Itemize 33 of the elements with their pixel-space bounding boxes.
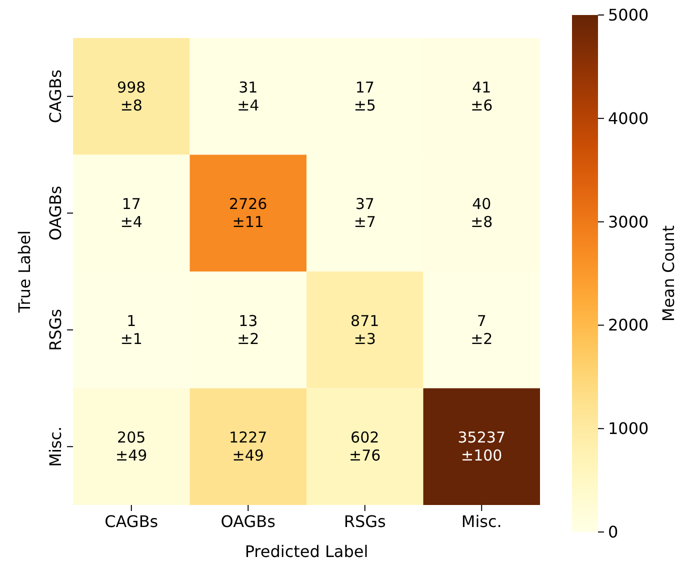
data-label: 7 ±2: [470, 312, 493, 348]
color-bar-label: 1000: [608, 419, 649, 438]
data-label: 871 ±3: [350, 312, 380, 348]
x-tick-label: RSGs: [344, 512, 386, 531]
y-tick-label: CAGBs: [46, 70, 65, 124]
x-tick-label: Misc.: [461, 512, 502, 531]
y-tick-label: OAGBs: [46, 186, 65, 240]
data-label: 1227 ±49: [229, 428, 268, 465]
color-bar-label: 5000: [608, 6, 649, 24]
y-axis-title: True Label: [15, 230, 34, 314]
data-label: 41 ±6: [470, 78, 493, 114]
color-bar-label: 2000: [608, 316, 649, 335]
data-label: 998 ±8: [117, 78, 146, 114]
data-label: 31 ±4: [237, 78, 260, 114]
color-bar-label: 4000: [608, 108, 649, 128]
data-label: 17 ±4: [120, 195, 142, 232]
y-tick-label: Misc.: [46, 426, 65, 467]
y-tick-label: RSGs: [46, 308, 65, 351]
data-label: 2726 ±11: [229, 195, 268, 232]
data-label: 17 ±5: [354, 78, 376, 114]
color-bar-label: 0: [608, 522, 618, 542]
x-axis-title: Predicted Label: [244, 542, 368, 561]
data-label: 13 ±2: [237, 312, 260, 348]
color-bar-title: Mean Count: [659, 225, 678, 322]
x-tick-label: CAGBs: [104, 512, 158, 531]
data-label: 602 ±76: [349, 428, 381, 465]
data-label: 35237 ±100: [458, 428, 506, 465]
data-label: 37 ±7: [354, 195, 376, 232]
data-label: 205 ±49: [116, 428, 148, 465]
color-bar-label: 3000: [608, 212, 649, 232]
x-tick-label: OAGBs: [220, 512, 276, 531]
data-label: 1 ±1: [120, 312, 142, 348]
data-label: 40 ±8: [470, 195, 493, 232]
